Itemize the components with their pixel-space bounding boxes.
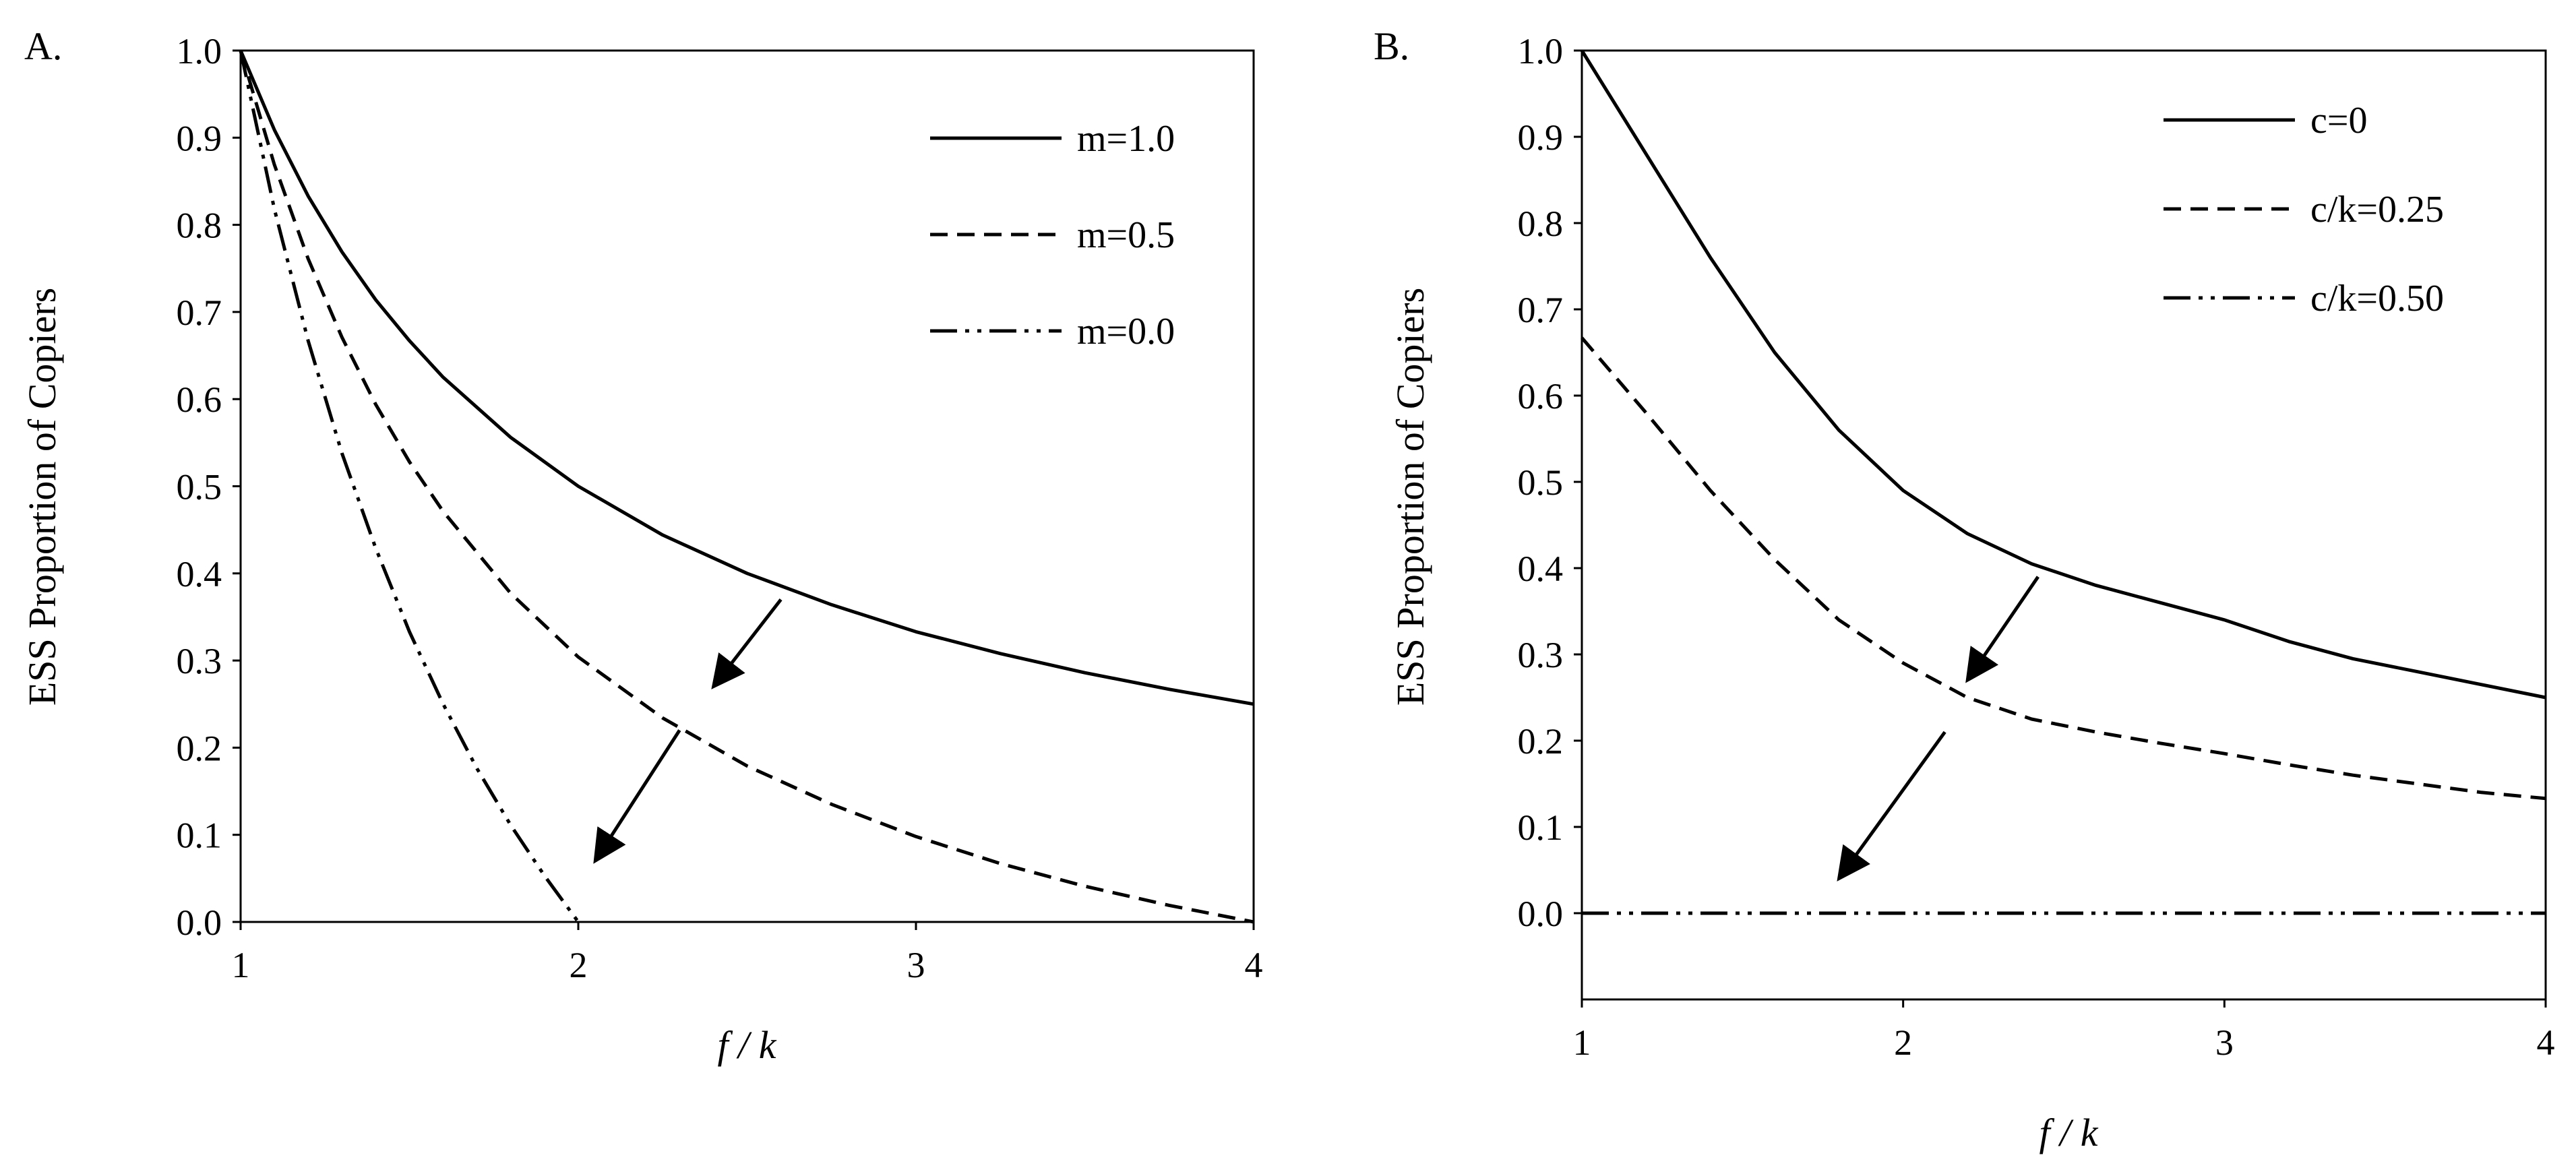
chart-panel-a: A. ESS Proportion of Copiers f / k 0.00.… <box>20 24 1263 1067</box>
y-tick-label: 0.2 <box>1518 721 1564 762</box>
y-tick-label: 0.4 <box>1518 549 1564 589</box>
legend-label: c/k=0.50 <box>2310 278 2444 319</box>
legend-label: c=0 <box>2310 100 2367 142</box>
y-axis-title-a: ESS Proportion of Copiers <box>20 288 64 706</box>
arrows-b <box>1837 576 2040 882</box>
legend-b: c=0 c/k=0.25 c/k=0.50 <box>2164 100 2444 319</box>
y-tick-label: 0.8 <box>177 206 222 246</box>
series-line-b-2 <box>1581 336 2546 801</box>
y-tick-label: 1.0 <box>177 31 222 71</box>
series-line-a-1 <box>239 50 1254 706</box>
y-tick-label: 0.1 <box>1518 807 1564 848</box>
shift-arrow-b-2 <box>1837 731 1946 882</box>
shift-arrow-b-1 <box>1965 576 2040 683</box>
series-line-a-2 <box>239 50 1254 924</box>
series-group-b <box>1580 49 2546 915</box>
legend-label: m=0.0 <box>1077 311 1175 352</box>
x-axis-title-b: f / k <box>2040 1111 2099 1154</box>
x-tick-label: 2 <box>570 945 588 985</box>
x-tick-label: 1 <box>1573 1022 1591 1063</box>
arrows-a <box>593 598 783 864</box>
shift-arrow-a-2 <box>593 729 681 864</box>
y-tick-label: 0.9 <box>177 118 222 158</box>
x-ticks-a: 1 2 3 4 <box>232 922 1263 985</box>
y-tick-label: 0.3 <box>177 641 222 681</box>
y-tick-label: 1.0 <box>1518 31 1564 71</box>
x-tick-label: 3 <box>2215 1022 2234 1063</box>
x-tick-label: 4 <box>1245 945 1263 985</box>
x-ticks-b: 1 2 3 4 <box>1573 999 2555 1063</box>
legend-a: m=1.0 m=0.5 m=0.0 <box>930 118 1175 352</box>
chart-panel-b: B. ESS Proportion of Copiers f / k 0.00.… <box>1374 24 2555 1154</box>
y-tick-label: 0.8 <box>1518 204 1564 244</box>
y-tick-label: 0.5 <box>177 467 222 507</box>
y-tick-label: 0.1 <box>177 815 222 856</box>
panel-label-a: A. <box>24 24 62 68</box>
series-line-b-1 <box>1580 49 2546 700</box>
x-axis-title-a: f / k <box>718 1023 777 1067</box>
y-tick-label: 0.3 <box>1518 635 1564 675</box>
series-line-a-3 <box>239 50 580 923</box>
y-tick-label: 0.7 <box>177 292 222 333</box>
y-tick-label: 0.9 <box>1518 117 1564 158</box>
plot-frame-b <box>1581 49 2547 1001</box>
y-ticks-a: 0.0 0.1 0.2 0.3 0.4 0.5 0.6 0.7 0.8 0.9 1.0 <box>177 31 241 943</box>
plot-frame-a <box>239 49 1255 923</box>
legend-label: m=0.5 <box>1077 214 1175 256</box>
y-tick-label: 0.6 <box>177 379 222 420</box>
x-tick-label: 1 <box>232 945 250 985</box>
legend-label: m=1.0 <box>1077 118 1175 160</box>
y-tick-label: 0.0 <box>1518 894 1564 934</box>
y-tick-label: 0.5 <box>1518 462 1564 503</box>
y-tick-label: 0.0 <box>177 902 222 943</box>
x-tick-label: 3 <box>907 945 925 985</box>
y-tick-label: 0.2 <box>177 728 222 768</box>
x-tick-label: 4 <box>2537 1022 2555 1063</box>
x-tick-label: 2 <box>1894 1022 1912 1063</box>
y-ticks-b: 0.0 0.1 0.2 0.3 0.4 0.5 0.6 0.7 0.8 0.9 1.0 <box>1518 31 1582 934</box>
shift-arrow-a-1 <box>711 598 783 689</box>
legend-label: c/k=0.25 <box>2310 189 2444 230</box>
y-axis-title-b: ESS Proportion of Copiers <box>1388 288 1432 706</box>
panel-label-b: B. <box>1374 24 1409 68</box>
y-tick-label: 0.7 <box>1518 290 1564 330</box>
series-group-a <box>239 50 1254 924</box>
y-tick-label: 0.6 <box>1518 376 1564 416</box>
y-tick-label: 0.4 <box>177 554 222 594</box>
